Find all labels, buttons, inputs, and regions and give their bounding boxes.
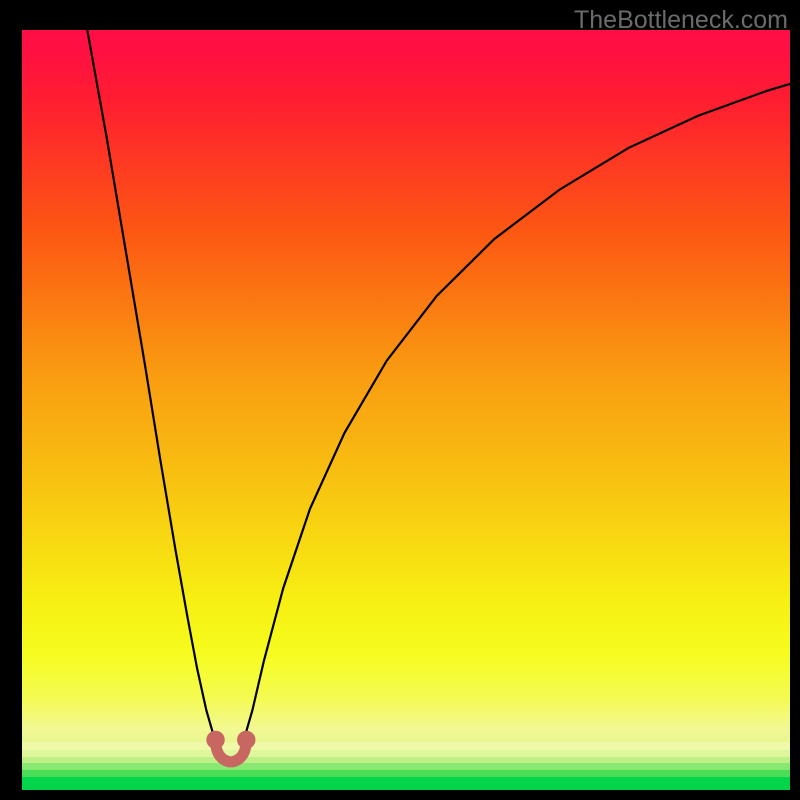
gradient-band [22, 757, 790, 764]
gradient-band [22, 742, 790, 750]
watermark-text: TheBottleneck.com [574, 6, 788, 35]
gradient-band [22, 777, 790, 790]
heat-gradient [22, 30, 790, 790]
gradient-band [22, 770, 790, 777]
chart-stage: TheBottleneck.com [0, 0, 800, 800]
gradient-band [22, 763, 790, 770]
plot-area [22, 30, 790, 790]
gradient-band [22, 750, 790, 757]
